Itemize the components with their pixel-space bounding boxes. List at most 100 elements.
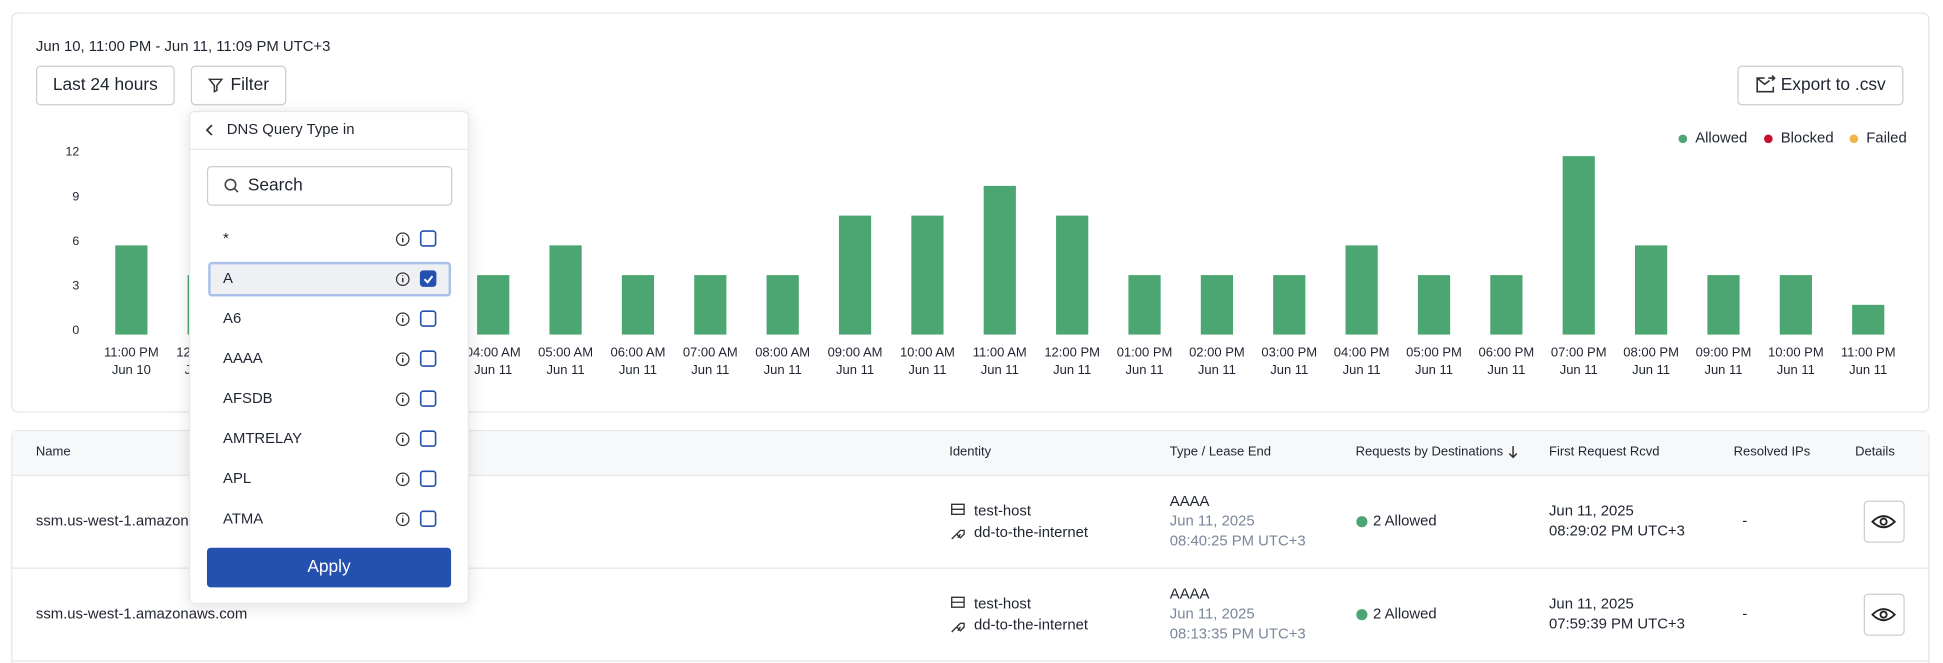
column-header: Details <box>1855 444 1895 459</box>
tunnel-icon <box>951 622 965 633</box>
x-tick-label: 09:00 PM <box>1696 345 1752 360</box>
x-tick-date: Jun 11 <box>474 362 512 377</box>
x-tick-label: 11:00 AM <box>973 345 1027 360</box>
option-label[interactable]: A6 <box>223 311 241 327</box>
x-tick-label: 04:00 AM <box>466 345 521 360</box>
bar <box>983 185 1016 335</box>
x-tick-date: Jun 11 <box>1198 362 1236 377</box>
legend-label[interactable]: Failed <box>1866 131 1906 147</box>
details-button[interactable] <box>1863 500 1905 543</box>
lease-date: Jun 11, 2025 <box>1170 607 1255 623</box>
filter-button[interactable]: Filter <box>190 65 287 106</box>
requests: 2 Allowed <box>1373 607 1437 623</box>
checkbox[interactable] <box>419 230 437 247</box>
legend-label[interactable]: Allowed <box>1695 131 1747 147</box>
column-header: Resolved IPs <box>1734 444 1811 459</box>
info-icon <box>395 272 410 287</box>
eye-pupil <box>1879 517 1888 526</box>
x-tick-date: Jun 11 <box>836 362 874 377</box>
details-button[interactable] <box>1863 593 1905 636</box>
bar <box>1707 275 1740 335</box>
checkbox[interactable] <box>419 350 437 367</box>
first-date: Jun 11, 2025 <box>1549 504 1634 520</box>
identity-host: test-host <box>974 504 1032 520</box>
checkbox[interactable] <box>419 270 437 287</box>
check-mark <box>423 275 434 284</box>
x-tick-date: Jun 11 <box>1415 362 1453 377</box>
x-tick-label: 07:00 AM <box>683 345 738 360</box>
column-header[interactable]: Requests by Destinations <box>1356 444 1504 459</box>
column-header: Identity <box>949 444 991 459</box>
y-tick-label: 6 <box>72 234 79 248</box>
bar <box>1200 275 1234 335</box>
type: AAAA <box>1170 494 1210 510</box>
time-button[interactable]: Last 24 hours <box>35 65 175 106</box>
info-icon <box>395 512 410 527</box>
x-tick-label: 08:00 AM <box>755 345 810 360</box>
back-chevron[interactable] <box>205 124 213 136</box>
identity-tunnel: dd-to-the-internet <box>974 525 1089 541</box>
sort-arrow <box>1508 446 1518 459</box>
export-icon <box>1756 75 1776 93</box>
export-button[interactable]: Export to .csv <box>1737 65 1904 106</box>
x-tick-date: Jun 11 <box>547 362 585 377</box>
bar <box>1562 156 1595 335</box>
option-label[interactable]: * <box>223 231 229 247</box>
checkbox[interactable] <box>419 390 437 407</box>
x-tick-label: 07:00 PM <box>1551 345 1607 360</box>
checkbox[interactable] <box>419 310 437 327</box>
bar <box>1779 275 1812 335</box>
bar <box>911 215 944 335</box>
y-tick-label: 9 <box>72 189 79 203</box>
x-tick-date: Jun 11 <box>619 362 657 377</box>
bar <box>1345 245 1378 335</box>
bar <box>477 275 510 335</box>
search-box[interactable]: Search <box>206 166 453 206</box>
option-label[interactable]: AMTRELAY <box>223 431 302 447</box>
filter-panel: DNS Query Type in Search * A A6 AAAA AFSDB AM… <box>188 110 470 605</box>
x-tick-label: 06:00 PM <box>1479 345 1535 360</box>
x-tick-label: 09:00 AM <box>828 345 883 360</box>
legend-label[interactable]: Blocked <box>1781 131 1834 147</box>
apply-button[interactable]: Apply <box>206 547 452 588</box>
option-label[interactable]: AAAA <box>223 351 263 367</box>
x-tick-date: Jun 11 <box>1560 362 1598 377</box>
x-tick-label: 04:00 PM <box>1334 345 1390 360</box>
y-tick-label: 3 <box>72 279 79 293</box>
x-tick-date: Jun 11 <box>1053 362 1091 377</box>
checkbox[interactable] <box>419 470 437 487</box>
column-header: Name <box>36 444 71 459</box>
x-tick-date: Jun 11 <box>981 362 1019 377</box>
x-tick-label: 03:00 PM <box>1261 345 1317 360</box>
info-icon <box>395 352 410 367</box>
x-tick-date: Jun 11 <box>1632 362 1670 377</box>
panel-title: DNS Query Type in <box>227 122 355 138</box>
checkbox[interactable] <box>419 510 437 527</box>
x-tick-label: 05:00 AM <box>538 345 593 360</box>
option-highlight <box>208 261 452 297</box>
status-dot <box>1356 516 1368 528</box>
x-tick-label: 08:00 PM <box>1623 345 1679 360</box>
eye-icon <box>1871 608 1897 622</box>
first-time: 08:29:02 PM UTC+3 <box>1549 524 1685 540</box>
x-tick-label: 11:00 PM <box>104 345 159 360</box>
bar <box>1417 275 1451 335</box>
name: ssm.us-west-1.amazonaws.com <box>36 607 247 623</box>
option-label[interactable]: AFSDB <box>223 391 273 407</box>
button-label: Export to .csv <box>1781 74 1886 94</box>
bar <box>1273 275 1306 335</box>
x-tick-label: 10:00 AM <box>900 345 955 360</box>
resolved-ips: - <box>1742 607 1747 623</box>
button-label: Filter <box>230 74 269 94</box>
x-tick-date: Jun 11 <box>1704 362 1742 377</box>
option-label[interactable]: A <box>223 271 233 287</box>
resolved-ips: - <box>1742 514 1747 530</box>
checkbox[interactable] <box>419 430 437 447</box>
option-label[interactable]: APL <box>223 471 251 487</box>
option-label[interactable]: ATMA <box>223 511 263 527</box>
x-tick-date: Jun 11 <box>1849 362 1887 377</box>
x-tick-date: Jun 11 <box>1270 362 1308 377</box>
